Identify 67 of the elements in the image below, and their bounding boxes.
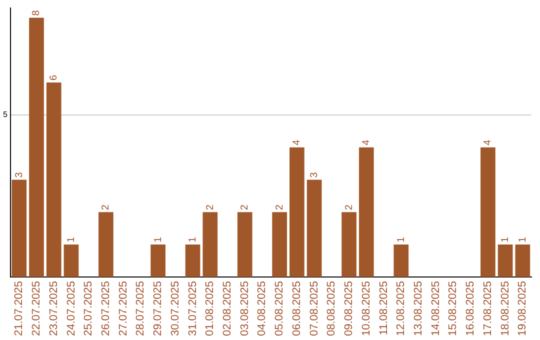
data-label: 1 (66, 236, 77, 243)
bar (290, 147, 304, 277)
x-tick-label: 30.07.2025 (169, 280, 182, 336)
x-tick-label: 10.08.2025 (360, 280, 372, 336)
bar (64, 244, 79, 277)
x-tick-label: 12.08.2025 (395, 280, 408, 336)
x-tick-label: 24.07.2025 (65, 280, 78, 336)
x-tick-label: 08.08.2025 (326, 280, 338, 336)
bar (480, 147, 496, 277)
x-tick-label: 13.08.2025 (412, 280, 425, 336)
bar (202, 212, 218, 277)
x-tick-label: 01.08.2025 (204, 280, 216, 336)
bar (29, 18, 44, 277)
bar (515, 244, 530, 277)
x-tick-label: 07.08.2025 (308, 280, 320, 336)
data-label: 2 (100, 204, 112, 210)
data-label: 1 (396, 236, 407, 243)
bar (46, 82, 62, 277)
bar (150, 244, 166, 277)
x-tick-label: 02.08.2025 (222, 280, 234, 336)
x-tick-label: 28.07.2025 (134, 280, 147, 336)
data-label: 1 (500, 236, 512, 243)
x-tick-label: 21.07.2025 (13, 280, 26, 336)
x-tick-label: 05.08.2025 (274, 280, 286, 336)
x-tick-label: 04.08.2025 (256, 280, 268, 336)
bar (394, 244, 409, 277)
x-tick-label: 18.08.2025 (499, 280, 512, 336)
x-tick-label: 06.08.2025 (290, 280, 303, 336)
x-tick-label: 25.07.2025 (82, 280, 95, 336)
data-label: 4 (292, 139, 303, 146)
x-tick-label: 09.08.2025 (343, 280, 356, 336)
data-label: 8 (31, 10, 42, 16)
data-label: 1 (517, 236, 528, 243)
data-label: 4 (361, 139, 372, 146)
data-label: 1 (152, 236, 164, 243)
bar (272, 212, 288, 277)
bar (237, 212, 252, 277)
x-tick-label: 31.07.2025 (186, 280, 199, 336)
x-tick-label: 03.08.2025 (238, 280, 251, 336)
x-tick-label: 14.08.2025 (430, 280, 442, 336)
data-label: 3 (14, 172, 25, 178)
data-label: 2 (344, 204, 355, 210)
x-tick-label: 27.07.2025 (117, 280, 130, 336)
data-label: 3 (309, 172, 320, 178)
y-tick-label: 5 (2, 110, 8, 120)
x-tick-label: 16.08.2025 (464, 280, 477, 336)
bar (185, 244, 200, 277)
data-label: 4 (482, 139, 494, 146)
x-tick-label: 22.07.2025 (30, 280, 43, 336)
bar (306, 180, 322, 277)
data-label: 1 (188, 236, 199, 243)
bar (358, 147, 374, 277)
x-tick-label: 29.07.2025 (152, 280, 164, 336)
data-label: 2 (274, 204, 286, 210)
x-tick-label: 11.08.2025 (378, 280, 390, 336)
bar (98, 212, 114, 277)
x-tick-label: 15.08.2025 (447, 280, 460, 336)
bar (12, 180, 27, 277)
x-tick-label: 26.07.2025 (100, 280, 112, 336)
x-tick-label: 17.08.2025 (482, 280, 494, 336)
data-label: 6 (48, 74, 60, 81)
bar (342, 212, 356, 277)
data-label: 2 (240, 204, 251, 210)
bar (498, 244, 513, 277)
data-label: 2 (204, 204, 216, 210)
x-tick-label: 19.08.2025 (516, 280, 529, 336)
x-tick-label: 23.07.2025 (48, 280, 60, 336)
